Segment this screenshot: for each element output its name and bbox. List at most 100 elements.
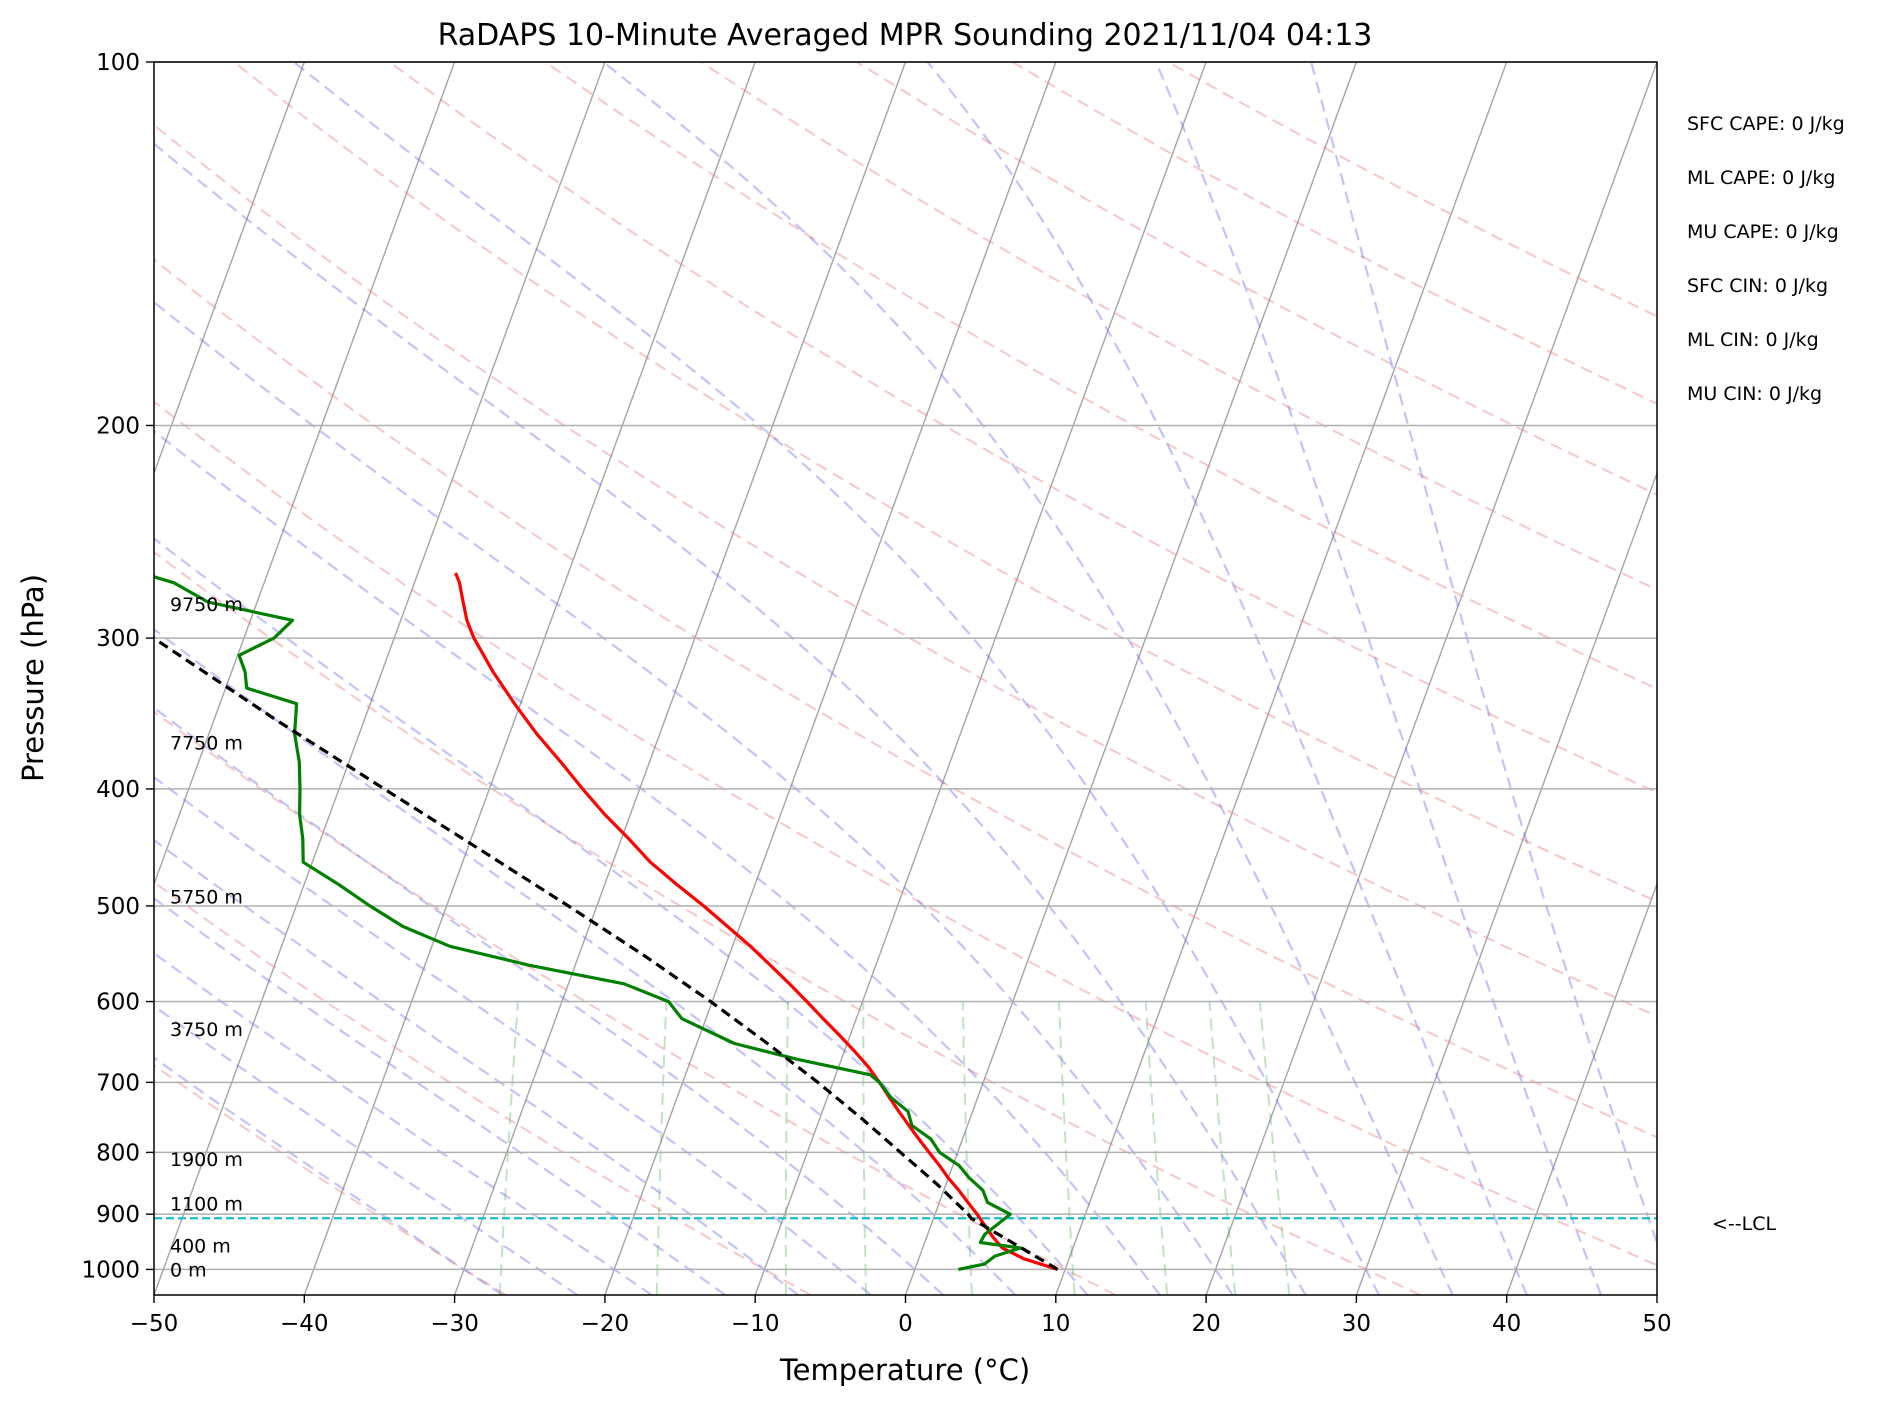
moist-adiabat-line	[154, 776, 872, 1295]
moist-adiabat-line	[154, 706, 944, 1295]
x-tick-label: 40	[1492, 1311, 1521, 1337]
x-tick-label: 20	[1191, 1311, 1220, 1337]
height-label: 0 m	[170, 1259, 207, 1281]
y-tick-label: 100	[96, 50, 140, 76]
dewpoint-line	[154, 575, 1023, 1271]
height-label: 9750 m	[170, 594, 243, 616]
y-tick-label: 200	[96, 413, 140, 439]
moist-adiabat-line	[154, 1004, 579, 1295]
isotherm-line	[1656, 1292, 1657, 1295]
y-axis-ticks: 100 200 300 400 500 600 700 800 900 1000	[81, 50, 154, 1283]
dry-adiabat-line	[544, 62, 1657, 690]
moist-adiabat-line	[602, 62, 1454, 1295]
dry-adiabat-line	[856, 62, 1657, 496]
moist-adiabat-line	[154, 951, 653, 1295]
moist-adiabat-line	[1310, 62, 1657, 1247]
dry-adiabat-line	[154, 881, 812, 1295]
moist-adiabat-line	[154, 537, 1089, 1295]
height-label: 1100 m	[170, 1194, 243, 1216]
mixing-ratio-line	[1058, 1001, 1076, 1295]
isotherm-line	[303, 62, 756, 1295]
isotherm-line	[904, 62, 1358, 1295]
dry-adiabat-line	[154, 400, 1657, 1267]
mixing-ratio-line	[862, 1001, 867, 1295]
x-tick-label: 50	[1642, 1311, 1671, 1337]
temperature-line	[454, 572, 1059, 1271]
stat-label: ML CIN: 0 J/kg	[1687, 329, 1819, 351]
parcel-line	[154, 636, 1059, 1271]
moist-adiabat-line	[154, 897, 726, 1295]
height-label: 7750 m	[170, 732, 243, 754]
y-tick-label: 400	[96, 777, 140, 803]
mixing-ratio-line	[498, 1001, 519, 1295]
y-tick-label: 800	[96, 1140, 140, 1166]
mixing-ratio-line	[655, 1001, 668, 1295]
stat-label: MU CIN: 0 J/kg	[1687, 383, 1822, 405]
isotherm-line	[1506, 881, 1657, 1295]
moist-adiabat-line	[926, 62, 1528, 1295]
height-label: 400 m	[170, 1235, 231, 1257]
stat-label: ML CAPE: 0 J/kg	[1687, 167, 1835, 189]
dry-adiabat-line	[154, 710, 1116, 1295]
background-lines	[0, 62, 1657, 1295]
sounding-series	[154, 572, 1657, 1271]
moist-adiabat-line	[1154, 62, 1603, 1295]
x-tick-label: −30	[430, 1311, 479, 1337]
height-label: 1900 m	[170, 1149, 243, 1171]
y-tick-label: 700	[96, 1070, 140, 1096]
isotherm-line	[1055, 62, 1508, 1295]
x-tick-label: −50	[130, 1311, 179, 1337]
isotherm-line	[154, 62, 606, 1295]
moist-adiabat-line	[154, 142, 1307, 1295]
dry-adiabat-line	[700, 62, 1657, 591]
mixing-ratio-line	[1208, 1001, 1237, 1295]
y-tick-label: 1000	[81, 1257, 140, 1283]
isotherm-line	[604, 62, 1057, 1295]
mixing-ratio-line	[1144, 1001, 1169, 1295]
mixing-ratio-line	[1259, 1001, 1291, 1295]
dry-adiabat-line	[154, 258, 1657, 1139]
stat-label: MU CAPE: 0 J/kg	[1687, 221, 1839, 243]
x-tick-label: 0	[898, 1311, 913, 1337]
dry-adiabat-line	[388, 62, 1657, 794]
moist-adiabat-line	[154, 429, 1161, 1295]
isotherm-line	[154, 62, 305, 476]
dry-adiabat-line	[233, 62, 1657, 903]
chart-title: RaDAPS 10-Minute Averaged MPR Sounding 2…	[438, 18, 1373, 53]
isotherm-line	[453, 62, 907, 1295]
mixing-ratio-line	[784, 1001, 789, 1295]
y-tick-label: 600	[96, 990, 140, 1016]
moist-adiabat-line	[154, 1056, 504, 1295]
isotherm-line	[154, 62, 456, 887]
x-tick-label: −40	[280, 1311, 329, 1337]
x-tick-label: 10	[1041, 1311, 1070, 1337]
x-axis-ticks: −50 −40 −30 −20 −10 0 10 20 30 40 50	[130, 1295, 1672, 1337]
isotherm-line	[0, 62, 4, 1295]
moist-adiabat-line	[154, 838, 799, 1295]
x-tick-label: 30	[1342, 1311, 1371, 1337]
moist-adiabat-line	[293, 62, 1380, 1295]
moist-adiabat-line	[154, 627, 1017, 1295]
dry-adiabat-line	[154, 550, 1421, 1295]
height-label: 3750 m	[170, 1019, 243, 1041]
stat-label: SFC CAPE: 0 J/kg	[1687, 113, 1845, 135]
dry-adiabat-line	[1011, 62, 1657, 405]
y-tick-label: 300	[96, 626, 140, 652]
y-axis-label: Pressure (hPa)	[16, 574, 50, 782]
mixing-ratio-line	[961, 1001, 973, 1295]
stat-label: SFC CIN: 0 J/kg	[1687, 275, 1828, 297]
height-label: 5750 m	[170, 886, 243, 908]
x-axis-label: Temperature (°C)	[779, 1353, 1030, 1387]
dry-adiabat-line	[154, 1064, 507, 1295]
y-tick-label: 900	[96, 1202, 140, 1228]
lcl-label: <--LCL	[1712, 1213, 1776, 1235]
y-tick-label: 500	[96, 894, 140, 920]
stability-stats: SFC CAPE: 0 J/kg ML CAPE: 0 J/kg MU CAPE: …	[1687, 113, 1845, 405]
dry-adiabat-line	[154, 123, 1657, 1018]
x-tick-label: −20	[581, 1311, 630, 1337]
x-tick-label: −10	[731, 1311, 780, 1337]
isotherm-line	[754, 62, 1207, 1295]
moist-adiabat-line	[154, 300, 1234, 1295]
